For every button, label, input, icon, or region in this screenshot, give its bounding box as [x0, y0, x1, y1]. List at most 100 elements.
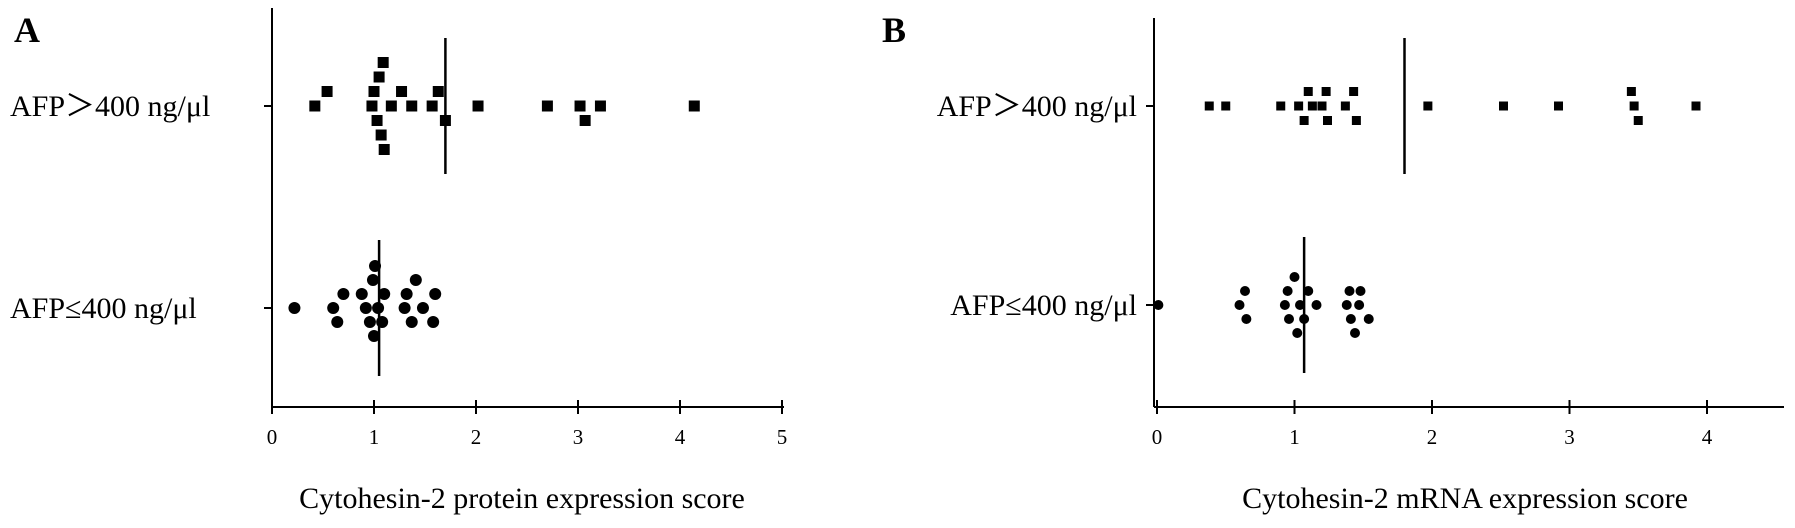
panel-a-square-point	[439, 115, 451, 126]
panel-b-square-point	[1340, 101, 1350, 111]
panel-b-square-point	[1351, 116, 1361, 125]
panel-a-circle-point	[359, 302, 372, 314]
panel-b-square-point	[1554, 101, 1563, 111]
panel-b-circle-point	[1303, 286, 1314, 296]
panel-a-square-point	[574, 100, 586, 112]
panel-a-circle-point	[327, 302, 340, 314]
panel-a-circle-point	[398, 302, 411, 314]
panel-a-square-point	[321, 86, 333, 97]
panel-a-x-tick-label: 0	[267, 425, 278, 449]
panel-a-x-tick-label: 2	[471, 425, 482, 449]
panel-a-square-point	[594, 100, 606, 112]
panel-a-circle-point	[337, 288, 350, 300]
panel-b-group-label: AFP≤400 ng/μl	[950, 289, 1137, 322]
panel-a-letter: A	[14, 10, 40, 50]
panel-a-square-point	[377, 57, 389, 68]
panel-a-square-point	[396, 86, 408, 97]
panel-a-square-point	[373, 71, 385, 83]
panel-a-circle-point	[331, 316, 344, 328]
panel-a-square-point	[368, 86, 380, 97]
panel-b-circle-point	[1279, 300, 1290, 310]
panel-b-x-tick-label: 3	[1564, 425, 1575, 449]
panel-a-square-point	[385, 100, 397, 112]
panel-b-square-point	[1499, 101, 1508, 111]
panel-a-circle-point	[400, 288, 413, 300]
panel-b-circle-point	[1241, 314, 1252, 324]
panel-b-circle-point	[1153, 300, 1164, 310]
panel-b-square-point	[1691, 101, 1701, 111]
panel-a-x-tick-label: 3	[573, 425, 584, 449]
panel-b-square-point	[1323, 116, 1332, 125]
panel-b-circle-point	[1345, 314, 1356, 324]
panel-b-x-tick-label: 4	[1702, 425, 1713, 449]
panel-a-square-point	[378, 144, 390, 155]
panel-a: A 0 1 2 3 4 5 Cytohesin-2 protein expression s…	[10, 8, 787, 515]
panel-b: B 0 1 2 3 4 Cytohesin-2 mRNA expression score…	[882, 10, 1784, 515]
panel-a-group-label: AFP≤400 ng/μl	[10, 292, 197, 325]
panel-a-circle-point	[376, 316, 389, 328]
panel-a-square-point	[579, 115, 591, 126]
panel-a-square-point	[472, 100, 484, 112]
panel-b-circle-point	[1292, 328, 1303, 338]
panel-b-square-point	[1423, 101, 1433, 111]
panel-b-group-label: AFP＞400 ng/μl	[937, 90, 1137, 123]
panel-b-square-point	[1321, 87, 1331, 96]
panel-b-square-point	[1626, 87, 1636, 96]
panel-a-x-tick-label: 1	[369, 425, 380, 449]
panel-a-circle-point	[409, 274, 422, 286]
panel-b-circle-point	[1350, 328, 1360, 338]
panel-b-square-point	[1307, 101, 1317, 111]
panel-a-x-tick-label: 5	[777, 425, 788, 449]
panel-b-circle-point	[1282, 286, 1293, 296]
panel-a-circle-point	[368, 330, 380, 342]
panel-b-circle-point	[1240, 286, 1250, 296]
panel-a-circle-point	[427, 316, 440, 328]
panel-b-square-point	[1317, 101, 1327, 111]
panel-b-circle-point	[1354, 300, 1365, 310]
panel-a-circle-point	[288, 302, 301, 314]
panel-b-square-point	[1294, 101, 1304, 111]
panel-a-square-point	[371, 115, 383, 126]
panel-a-square-point	[688, 100, 700, 112]
panel-b-circle-point	[1344, 286, 1355, 296]
panel-b-circle-point	[1363, 314, 1374, 324]
panel-a-square-point	[309, 100, 321, 112]
panel-a-group-label: AFP＞400 ng/μl	[10, 90, 210, 123]
panel-b-circle-point	[1284, 314, 1294, 324]
panel-a-x-axis-title: Cytohesin-2 protein expression score	[299, 482, 745, 515]
panel-a-square-point	[426, 100, 438, 112]
panel-a-square-point	[406, 100, 418, 112]
panel-a-circle-point	[366, 274, 379, 286]
panel-b-square-point	[1629, 101, 1639, 111]
panel-a-circle-point	[372, 302, 385, 314]
panel-a-square-point	[541, 100, 553, 112]
panel-a-x-tick-label: 4	[675, 425, 686, 449]
panel-b-circle-point	[1311, 300, 1322, 310]
panel-b-square-point	[1221, 101, 1231, 111]
panel-a-circle-point	[405, 316, 418, 328]
panel-b-circle-point	[1341, 300, 1352, 310]
panel-b-square-point	[1204, 101, 1214, 111]
panel-b-square-point	[1299, 116, 1309, 125]
panel-a-circle-point	[378, 288, 391, 300]
panel-b-circle-point	[1295, 300, 1305, 310]
panel-b-circle-point	[1299, 314, 1310, 324]
panel-b-square-point	[1349, 87, 1359, 96]
panel-b-circle-point	[1289, 272, 1300, 282]
panel-b-x-tick-label: 2	[1427, 425, 1438, 449]
panel-a-circle-point	[429, 288, 442, 300]
panel-b-x-axis-title: Cytohesin-2 mRNA expression score	[1242, 482, 1688, 515]
panel-a-square-point	[375, 129, 387, 141]
panel-a-square-point	[432, 86, 444, 97]
panel-b-square-point	[1303, 87, 1313, 96]
panel-b-x-tick-label: 0	[1152, 425, 1163, 449]
panel-b-square-point	[1633, 116, 1643, 125]
panel-a-circle-point	[355, 288, 368, 300]
panel-b-square-point	[1276, 101, 1286, 111]
panel-a-circle-point	[369, 260, 382, 272]
panel-b-circle-point	[1234, 300, 1245, 310]
panel-a-circle-point	[363, 316, 376, 328]
panel-a-square-point	[366, 100, 378, 112]
panel-b-circle-point	[1355, 286, 1366, 296]
